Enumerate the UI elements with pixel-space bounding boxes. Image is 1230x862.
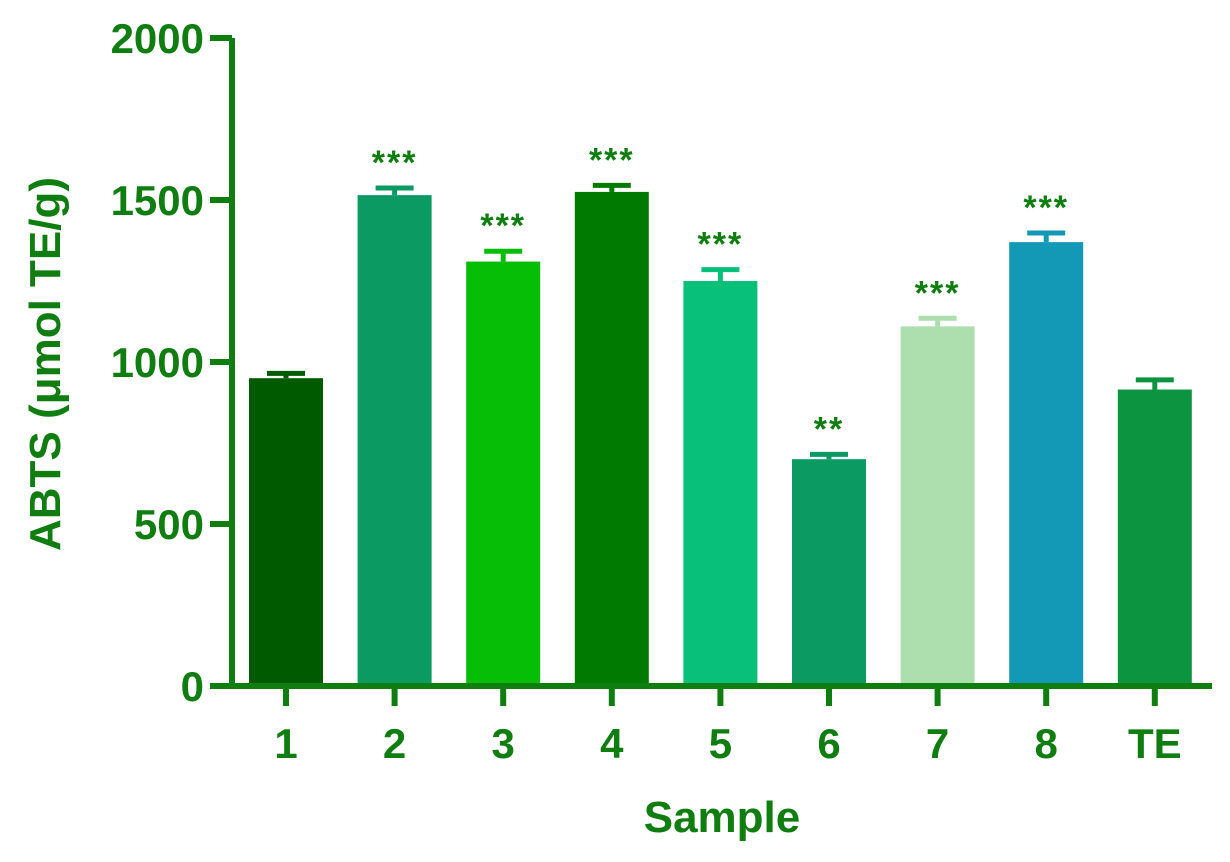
significance-label-2: ***	[372, 144, 418, 182]
bar-5	[683, 281, 758, 686]
y-tick-label-2000: 2000	[111, 15, 204, 62]
bar-4	[574, 191, 649, 686]
x-tick-label-8: 8	[1035, 720, 1058, 767]
bar-TE	[1117, 389, 1192, 686]
x-tick-label-4: 4	[600, 720, 624, 767]
significance-label-6: **	[814, 410, 844, 448]
x-tick-label-1: 1	[274, 720, 297, 767]
bar-1	[249, 378, 323, 686]
y-tick-label-0: 0	[181, 663, 204, 710]
x-tick-label-3: 3	[492, 720, 515, 767]
significance-label-4: ***	[589, 141, 635, 179]
significance-label-7: ***	[915, 274, 961, 312]
bar-8	[1009, 242, 1084, 686]
bar-7	[900, 326, 975, 686]
bars-layer: ********************	[249, 141, 1192, 686]
significance-label-8: ***	[1023, 189, 1069, 227]
bar-3	[466, 261, 541, 686]
y-tick-label-1500: 1500	[111, 177, 204, 224]
significance-label-3: ***	[480, 207, 526, 245]
x-tick-label-5: 5	[709, 720, 732, 767]
significance-label-5: ***	[698, 226, 744, 264]
x-tick-label-2: 2	[383, 720, 406, 767]
bar-2	[357, 195, 432, 686]
x-tick-label-6: 6	[817, 720, 840, 767]
x-tick-label-TE: TE	[1128, 720, 1182, 767]
axes-layer: 0 500 1000 1500 2000 1 2 3 4 5 6 7 8 TE	[111, 15, 1212, 767]
bar-6	[792, 459, 866, 686]
y-tick-label-1000: 1000	[111, 339, 204, 386]
y-tick-label-500: 500	[134, 501, 204, 548]
x-tick-label-7: 7	[926, 720, 949, 767]
y-axis-label: ABTS (μmol TE/g)	[21, 177, 70, 551]
x-axis-label: Sample	[644, 793, 801, 842]
